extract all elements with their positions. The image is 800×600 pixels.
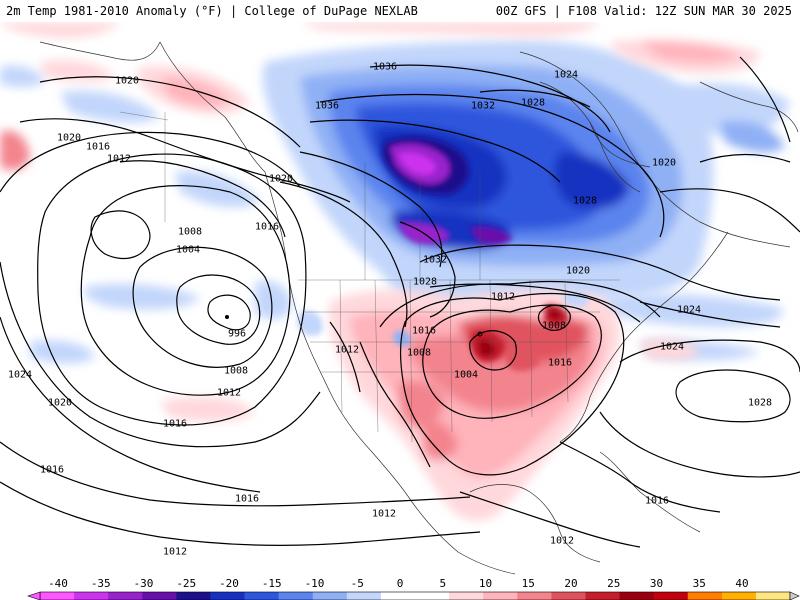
colorbar-segment: [619, 592, 655, 600]
isobar-label: 996: [228, 329, 246, 340]
colorbar-segment: [346, 592, 382, 600]
colorbar-tick-label: -20: [219, 577, 239, 590]
colorbar-tick-label: 30: [650, 577, 663, 590]
isobar-label: 1008: [542, 321, 566, 332]
colorbar-segment: [142, 592, 177, 600]
isobar-label: 1012: [335, 345, 359, 356]
colorbar-tick-label: 20: [564, 577, 577, 590]
isobar-label: 1028: [748, 398, 772, 409]
isobar-label: 1008: [407, 348, 431, 359]
colorbar-right-arrow: [789, 591, 800, 600]
isobar-label: 1016: [235, 494, 259, 505]
colorbar-segment: [176, 592, 211, 600]
model-run-info: 00Z GFS | F108 Valid: 12Z SUN MAR 30 202…: [495, 4, 792, 18]
colorbar-segment: [108, 592, 143, 600]
colorbar-segment: [551, 592, 586, 600]
isobar-label: 1020: [652, 158, 676, 169]
header: 2m Temp 1981-2010 Anomaly (°F) | College…: [0, 0, 800, 22]
anomaly-color-scale: -40 -35 -30 -25 -20 -15 -10 -5 0 5 10 15 20 25 30 35 40: [0, 577, 800, 600]
isobar-label: 1028: [521, 98, 545, 109]
isobar-label: 1012: [372, 509, 396, 520]
colorbar-left-arrow: [27, 591, 41, 600]
colorbar-segment: [74, 592, 109, 600]
isobar-label: 1016: [548, 358, 572, 369]
isobar-label: 1016: [645, 496, 669, 507]
colorbar-segment: [449, 592, 484, 600]
colorbar-segment: [380, 592, 416, 600]
colorbar-tick-label: 0: [397, 577, 404, 590]
weather-map[interactable]: 1020 1020 1016 1012 1020 1036 1036 1032 1028 1024…: [0, 22, 800, 577]
colorbar-segment: [244, 592, 280, 600]
isobar-label: 1020: [269, 174, 293, 185]
isobar-label: 1032: [471, 101, 495, 112]
colorbar-segment: [415, 592, 450, 600]
isobar-label: 1024: [8, 370, 32, 381]
colorbar-tick-label: 10: [479, 577, 492, 590]
isobar-label: 1012: [550, 536, 574, 547]
isobar-label: 1008: [224, 366, 248, 377]
colorbar-segment: [312, 592, 348, 600]
isobar-label: 1016: [255, 222, 279, 233]
colorbar-segment: [653, 592, 689, 600]
colorbar-segment: [721, 592, 757, 600]
colorbar-segment: [278, 592, 314, 600]
isobar-label: 1020: [48, 398, 72, 409]
isobar-label: 1012: [163, 547, 187, 558]
colorbar-segment: [210, 592, 246, 600]
colorbar-tick-label: 5: [439, 577, 446, 590]
colorbar-segment: [483, 592, 518, 600]
anomaly-shading: [0, 22, 790, 521]
colorbar-tick-label: -10: [305, 577, 325, 590]
map-title: 2m Temp 1981-2010 Anomaly (°F) | College…: [6, 4, 418, 18]
isobar-label: 1036: [373, 62, 397, 73]
colorbar-tick-label: -5: [351, 577, 364, 590]
isobar-label: 1012: [217, 388, 241, 399]
isobar-label: 1020: [115, 76, 139, 87]
isobar-label: 1016: [163, 419, 187, 430]
colorbar-tick-label: -35: [91, 577, 111, 590]
colorbar-tick-label: -15: [262, 577, 282, 590]
colorbar-tick-label: -40: [48, 577, 68, 590]
colorbar-segment: [687, 592, 723, 600]
colorbar-segment: [40, 592, 75, 600]
colorbar-tick-label: 25: [607, 577, 620, 590]
isobar-label: 1012: [491, 292, 515, 303]
isobar-label: 1012: [107, 154, 131, 165]
isobar-label: 1024: [554, 70, 578, 81]
isobar-label: 1004: [454, 370, 478, 381]
isobar-label: 1028: [573, 196, 597, 207]
low-pressure-center-marker-east: [477, 331, 483, 337]
isobar-label: 1016: [86, 142, 110, 153]
colorbar-tick-label: 15: [522, 577, 535, 590]
isobar-label: 1004: [176, 245, 200, 256]
colorbar-segment: [585, 592, 621, 600]
isobar-label: 1016: [412, 326, 436, 337]
colorbar-tick-label: 40: [735, 577, 748, 590]
isobar-label: 1020: [57, 133, 81, 144]
colorbar-tick-label: 35: [693, 577, 706, 590]
isobar-label: 1036: [315, 101, 339, 112]
isobar-label: 1024: [677, 305, 701, 316]
colorbar-canvas: -40 -35 -30 -25 -20 -15 -10 -5 0 5 10 15 20 25 30 35 40: [27, 577, 800, 600]
colorbar-tick-label: -30: [134, 577, 154, 590]
isobars: [0, 56, 800, 548]
isobar-label: 1032: [423, 255, 447, 266]
isobar-label: 1024: [660, 342, 684, 353]
isobar-label: 1020: [566, 266, 590, 277]
isobar-label: 1008: [178, 227, 202, 238]
colorbar-segment: [755, 592, 791, 600]
isobar-label: 1016: [40, 465, 64, 476]
colorbar-segment: [517, 592, 552, 600]
low-pressure-center-marker: [225, 315, 229, 319]
colorbar-tick-label: -25: [176, 577, 196, 590]
geographic-boundaries: [39, 41, 799, 575]
isobar-label: 1028: [413, 277, 437, 288]
